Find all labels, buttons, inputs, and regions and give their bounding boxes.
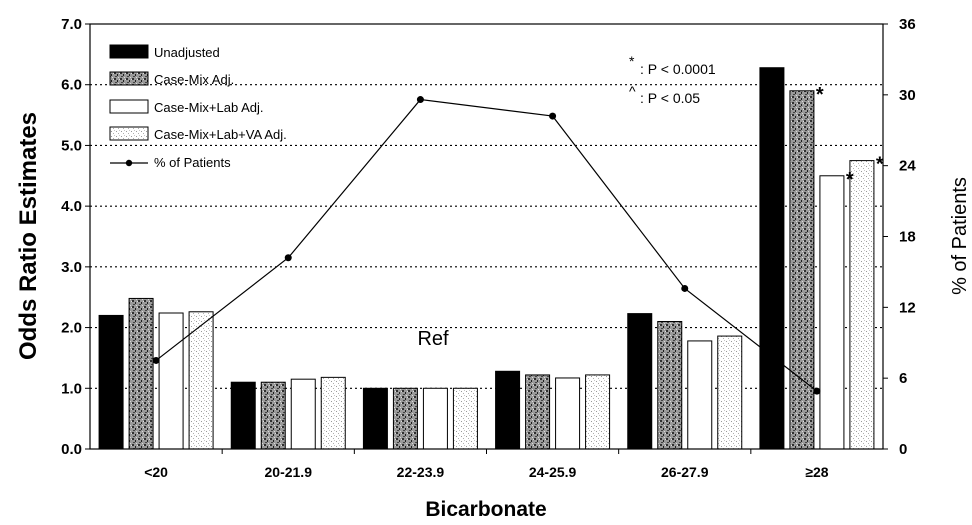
patients-point bbox=[681, 284, 689, 292]
bar bbox=[260, 381, 286, 450]
left-y-axis: 0.0 1.0 2.0 3.0 4.0 5.0 6.0 7.0 bbox=[61, 16, 90, 458]
legend-swatch-0 bbox=[109, 44, 149, 59]
patients-point bbox=[549, 112, 557, 120]
note-1-text: : P < 0.0001 bbox=[640, 61, 716, 77]
legend-label-line: % of Patients bbox=[154, 155, 231, 170]
patients-point bbox=[152, 356, 160, 364]
x-tick-label: 24-25.9 bbox=[529, 464, 577, 480]
y2-tick-label: 18 bbox=[899, 229, 916, 246]
bar bbox=[495, 370, 521, 450]
legend-swatch-1 bbox=[109, 71, 149, 86]
x-axis-title: Bicarbonate bbox=[425, 498, 546, 521]
x-tick-label: <20 bbox=[144, 464, 168, 480]
gridlines bbox=[90, 84, 883, 389]
legend-label-0: Unadjusted bbox=[154, 45, 220, 60]
legend: Unadjusted Case-Mix Adj. Case-Mix+Lab Ad… bbox=[109, 44, 287, 170]
y-tick-label: 6.0 bbox=[61, 77, 82, 94]
y2-tick-label: 30 bbox=[899, 87, 916, 104]
patients-line-path bbox=[155, 98, 818, 392]
y2-tick-label: 24 bbox=[899, 158, 916, 175]
y-tick-label: 2.0 bbox=[61, 320, 82, 337]
legend-label-2: Case-Mix+Lab Adj. bbox=[154, 100, 263, 115]
bar bbox=[188, 311, 214, 450]
bar bbox=[320, 376, 346, 450]
bar bbox=[627, 313, 653, 450]
bar bbox=[98, 314, 124, 450]
y-tick-label: 1.0 bbox=[61, 380, 82, 397]
patients-point bbox=[416, 96, 424, 104]
legend-swatch-2 bbox=[109, 99, 149, 114]
ref-label: Ref bbox=[417, 328, 449, 350]
bar bbox=[525, 374, 551, 450]
legend-label-3: Case-Mix+Lab+VA Adj. bbox=[154, 127, 287, 142]
bar bbox=[819, 175, 845, 450]
x-axis: <20 20-21.9 22-23.9 24-25.9 26-27.9 ≥28 bbox=[144, 449, 829, 480]
y2-tick-label: 6 bbox=[899, 370, 907, 387]
y-tick-label: 4.0 bbox=[61, 198, 82, 215]
significance-mark: * bbox=[816, 84, 824, 106]
x-tick-label: 22-23.9 bbox=[397, 464, 445, 480]
bars bbox=[98, 67, 875, 450]
note-2-symbol: ^ bbox=[629, 83, 636, 99]
patients-point bbox=[284, 254, 292, 262]
patients-line bbox=[152, 96, 821, 395]
bar bbox=[849, 160, 875, 450]
y2-tick-label: 12 bbox=[899, 299, 916, 316]
bar bbox=[422, 387, 448, 450]
significance-mark: * bbox=[846, 169, 854, 191]
bar bbox=[362, 387, 388, 450]
note-1-symbol: * bbox=[629, 53, 635, 69]
bar bbox=[687, 340, 713, 450]
y-tick-label: 7.0 bbox=[61, 16, 82, 33]
bar bbox=[230, 381, 256, 450]
y2-axis-title: % of Patients bbox=[949, 177, 971, 295]
significance-mark: * bbox=[876, 154, 884, 176]
y2-tick-label: 0 bbox=[899, 441, 907, 458]
bar bbox=[759, 67, 785, 450]
y2-tick-label: 36 bbox=[899, 16, 916, 33]
bar bbox=[158, 312, 184, 450]
patients-point bbox=[813, 387, 821, 395]
legend-label-1: Case-Mix Adj. bbox=[154, 72, 234, 87]
bar bbox=[392, 387, 418, 450]
legend-line-marker bbox=[125, 159, 133, 167]
y-axis-title: Odds Ratio Estimates bbox=[15, 112, 42, 360]
x-tick-label: 20-21.9 bbox=[265, 464, 313, 480]
bar bbox=[128, 297, 154, 450]
bar bbox=[717, 335, 743, 450]
right-y-axis: 0 6 12 18 24 30 36 bbox=[883, 16, 916, 458]
bar bbox=[657, 321, 683, 450]
p-value-notes: * : P < 0.0001 ^ : P < 0.05 bbox=[629, 53, 716, 106]
x-tick-label: ≥28 bbox=[805, 464, 828, 480]
bar bbox=[290, 378, 316, 450]
significance-marks: * * * bbox=[816, 84, 884, 191]
bar bbox=[789, 90, 815, 450]
y-tick-label: 3.0 bbox=[61, 259, 82, 276]
bar bbox=[452, 387, 478, 450]
y-tick-label: 5.0 bbox=[61, 137, 82, 154]
note-2-text: : P < 0.05 bbox=[640, 90, 700, 106]
bar bbox=[585, 374, 611, 450]
y-tick-label: 0.0 bbox=[61, 441, 82, 458]
x-tick-label: 26-27.9 bbox=[661, 464, 709, 480]
legend-swatch-3 bbox=[109, 126, 149, 141]
bar bbox=[555, 377, 581, 450]
